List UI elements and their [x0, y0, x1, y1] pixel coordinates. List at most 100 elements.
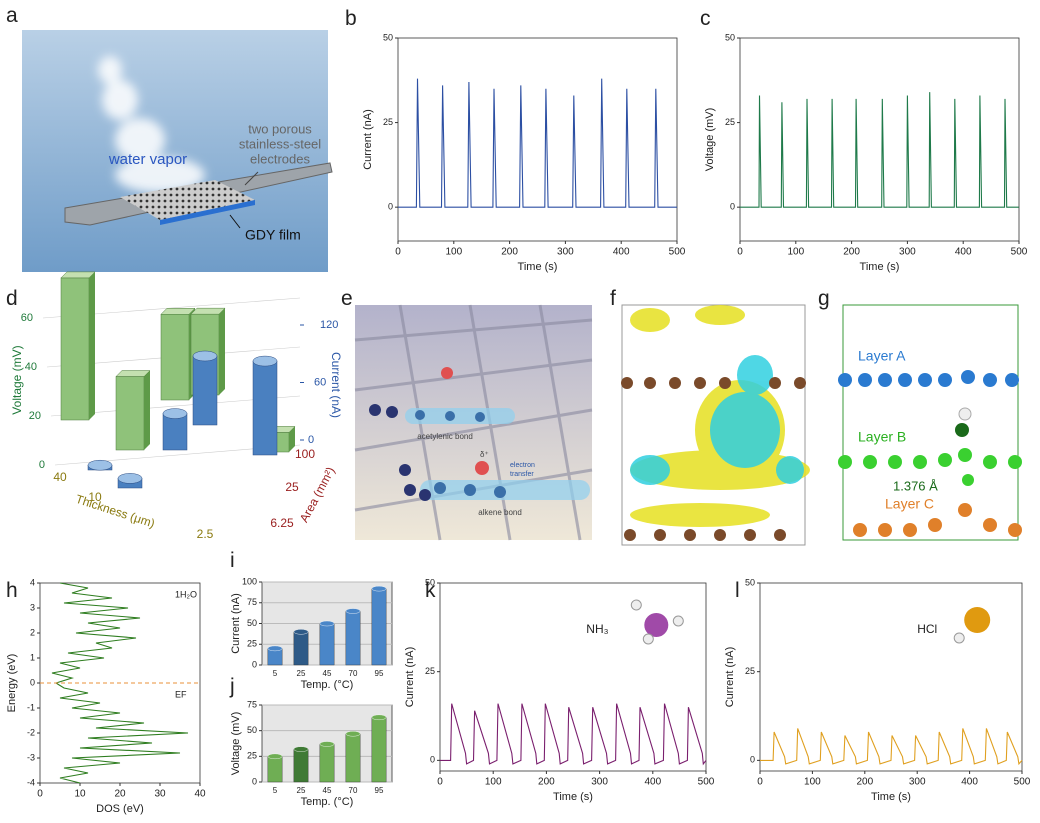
bar-top — [345, 608, 361, 614]
bar — [293, 748, 309, 783]
bar-top — [267, 753, 283, 760]
x-tick-label: 400 — [613, 247, 630, 258]
z-axis-title: Area (mm²) — [297, 465, 338, 525]
y-tick-label: 0 — [730, 202, 735, 212]
x-tick-label: 45 — [323, 669, 332, 678]
y-axis-title: Voltage (mV) — [10, 345, 24, 414]
z-tick-label: 6.25 — [270, 516, 294, 530]
y-tick-label: 25 — [247, 639, 257, 649]
hydrogen — [958, 407, 972, 421]
x-tick-label: 500 — [1011, 247, 1028, 258]
y2-tick-label: 60 — [314, 376, 326, 388]
y-tick-label: 3 — [30, 602, 35, 612]
bar-side — [219, 308, 225, 395]
label: electron — [510, 462, 535, 469]
bar — [115, 376, 145, 451]
x-tick-label: 0 — [437, 777, 443, 788]
label: water vapor — [108, 151, 187, 168]
oxygen — [441, 367, 453, 379]
x-tick-label: 500 — [698, 777, 715, 788]
y-tick-label: 40 — [25, 361, 37, 373]
annotation: EF — [175, 689, 187, 699]
y-tick-label: 1 — [30, 652, 35, 662]
cylinder-top — [117, 473, 143, 484]
x-tick-label: 95 — [375, 786, 384, 795]
y-tick-label: 50 — [725, 32, 735, 42]
molecule-atom — [953, 632, 965, 644]
x-tick-label: 200 — [843, 247, 860, 258]
y-tick-label: 0 — [39, 459, 45, 471]
y-axis-title: Energy (eV) — [6, 654, 18, 713]
label: two porous — [248, 121, 312, 136]
x-tick-label: 100 — [787, 247, 804, 258]
illustration-bg — [22, 30, 328, 272]
y-tick-label: 25 — [247, 751, 257, 761]
panel-label: l — [735, 579, 740, 602]
bar-side — [289, 426, 295, 452]
data-line — [760, 728, 1023, 766]
y-tick-label: 0 — [430, 755, 435, 765]
y-axis-title: Current (nA) — [404, 647, 416, 708]
panel-label: a — [6, 4, 18, 27]
cylinder — [162, 413, 188, 451]
y2-tick-label: 120 — [320, 319, 338, 331]
panel-g: g Layer A Layer B Layer C 1.376 Å — [818, 287, 1022, 541]
bar-side — [89, 271, 95, 420]
annotation: NH₃ — [586, 622, 608, 636]
molecule-atom — [630, 599, 642, 611]
bar — [371, 717, 387, 783]
x-tick-label: 10 — [74, 789, 86, 800]
label: Layer C — [885, 496, 934, 512]
oh-group — [955, 423, 969, 437]
x-axis-title: DOS (eV) — [96, 803, 144, 815]
gdy-film — [160, 200, 255, 225]
x-tick-label: 0 — [395, 247, 401, 258]
y-tick-label: 50 — [247, 618, 257, 628]
y-tick-label: 0 — [30, 677, 35, 687]
arrow — [229, 214, 241, 229]
data-line — [740, 92, 1019, 208]
bar-top — [371, 585, 387, 592]
y-tick-label: 0 — [252, 776, 257, 786]
x-axis-title: Time (s) — [518, 261, 558, 273]
x-tick-label: 0 — [757, 777, 763, 788]
x-tick-label: 5 — [273, 669, 278, 678]
bar-top — [293, 629, 309, 635]
atoms — [369, 404, 431, 501]
panel-label: k — [425, 579, 436, 602]
y-tick-label: 20 — [29, 410, 41, 422]
x-tick-label: 30 — [154, 789, 166, 800]
annotation: HCl — [917, 622, 937, 636]
y-tick-label: -2 — [27, 727, 35, 737]
y-tick-label: 100 — [242, 576, 257, 586]
label: Layer A — [858, 348, 906, 364]
x-tick-label: 25 — [297, 786, 306, 795]
y-tick-label: 25 — [725, 117, 735, 127]
y-tick-label: 50 — [247, 725, 257, 735]
y-tick-label: -1 — [27, 702, 35, 712]
molecule-atom — [964, 607, 991, 633]
x-tick-label: 0 — [737, 247, 743, 258]
cylinder — [252, 360, 278, 456]
x-axis-title: Temp. (°C) — [301, 796, 354, 808]
x-tick-label: 25 — [297, 669, 306, 678]
plot-frame — [739, 37, 1020, 242]
x-axis-title: Temp. (°C) — [301, 679, 354, 691]
x-tick-label: 70 — [349, 669, 358, 678]
panel-label: c — [700, 7, 711, 30]
x-tick-label: 400 — [644, 777, 661, 788]
y-tick-label: 4 — [30, 577, 35, 587]
y-tick-label: 25 — [425, 666, 435, 676]
panel-label: j — [229, 675, 235, 698]
y-axis-title: Current (nA) — [724, 647, 736, 708]
data-line — [398, 78, 677, 208]
z-tick-label: 100 — [295, 447, 315, 461]
panel-label: d — [6, 287, 18, 310]
y-axis-title: Current (nA) — [362, 109, 374, 170]
x-tick-label: 100 — [485, 777, 502, 788]
molecule-atom — [642, 633, 654, 645]
x-tick-label: 200 — [856, 777, 873, 788]
layer-c — [853, 503, 1022, 537]
x-tick-label: 100 — [804, 777, 821, 788]
